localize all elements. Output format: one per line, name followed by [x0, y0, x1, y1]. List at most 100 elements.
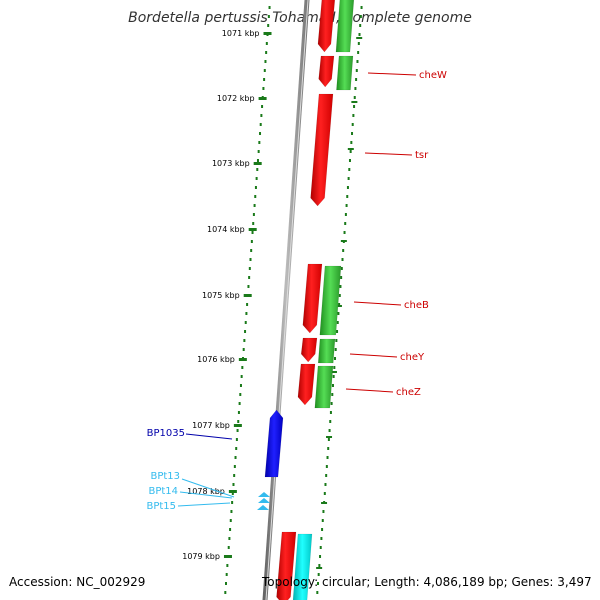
inner-dot — [358, 33, 361, 36]
ruler-dot — [254, 195, 257, 198]
scale-label: 1071 kbp — [222, 29, 260, 38]
misc-feature — [264, 409, 284, 478]
inner-tick — [321, 502, 328, 504]
inner-dot — [348, 159, 351, 162]
inner-dot — [331, 393, 334, 396]
inner-dot — [334, 357, 337, 360]
inner-dot — [324, 483, 327, 486]
gene-label-leader — [364, 152, 413, 156]
inner-dot — [316, 591, 319, 594]
inner-dot — [330, 402, 333, 405]
ruler-dot — [268, 6, 271, 9]
inner-dot — [319, 546, 322, 549]
cyan-feature — [292, 533, 313, 600]
inner-dot — [335, 339, 338, 342]
ruler-dot — [245, 312, 248, 315]
genome-backbone — [262, 0, 310, 600]
ruler-dot — [257, 150, 260, 153]
cds-block — [317, 338, 336, 364]
inner-dot — [347, 177, 350, 180]
map-title: Bordetella pertussis Tohama I, complete … — [128, 10, 472, 26]
inner-tick — [347, 148, 354, 150]
inner-dot — [321, 528, 324, 531]
inner-dot — [327, 438, 330, 441]
inner-dot — [327, 447, 330, 450]
misc-label: BP1035 — [147, 428, 185, 439]
inner-dot — [351, 123, 354, 126]
gene-arrow — [297, 363, 316, 406]
ruler-dot — [240, 375, 243, 378]
ruler-dot — [234, 456, 237, 459]
ruler-dot — [225, 573, 228, 576]
scale-ruler: 1071 kbp 1072 kbp 1073 kbp 1074 kbp 1075 kbp… — [182, 29, 363, 569]
inner-dot — [355, 78, 358, 81]
ruler-dot — [254, 186, 257, 189]
ruler-dot — [259, 132, 262, 135]
ruler-dot — [263, 78, 266, 81]
scale-label: 1075 kbp — [202, 291, 240, 300]
ruler-dot — [252, 222, 255, 225]
inner-dot — [350, 141, 353, 144]
gene-label: cheB — [404, 300, 429, 311]
inner-dot — [318, 564, 321, 567]
gene-label: cheW — [419, 70, 447, 81]
gene-label: cheY — [400, 352, 425, 363]
inner-dot — [359, 15, 362, 18]
ruler-dot — [258, 141, 261, 144]
ruler-dot — [225, 582, 228, 585]
inner-dot — [344, 222, 347, 225]
scale-label: 1074 kbp — [207, 225, 245, 234]
inner-dot — [353, 96, 356, 99]
ruler-dot — [243, 339, 246, 342]
inner-tick — [316, 567, 323, 569]
inner-dot — [342, 249, 345, 252]
major-tick — [248, 228, 257, 231]
inner-dot — [339, 285, 342, 288]
trna-label: BPt14 — [148, 486, 178, 497]
inner-dot — [323, 492, 326, 495]
inner-dot — [325, 465, 328, 468]
misc-label-leader — [185, 433, 233, 440]
major-tick — [243, 294, 252, 297]
gene-arrow — [317, 0, 336, 53]
trna-label: BPt13 — [150, 471, 180, 482]
ruler-dot — [267, 24, 270, 27]
cds-block — [319, 265, 342, 336]
inner-dot — [346, 186, 349, 189]
ruler-dot — [237, 411, 240, 414]
inner-dot — [320, 537, 323, 540]
ruler-dot — [252, 213, 255, 216]
ruler-dot — [229, 519, 232, 522]
ruler-dot — [231, 492, 234, 495]
ruler-dot — [226, 564, 229, 567]
gene-label: cheZ — [396, 387, 421, 398]
inner-dot — [343, 231, 346, 234]
ruler-dot — [244, 321, 247, 324]
trna-label: BPt15 — [146, 501, 176, 512]
inner-dot — [337, 312, 340, 315]
ruler-dot — [261, 105, 264, 108]
inner-dot — [317, 582, 320, 585]
inner-tick — [335, 305, 342, 307]
ruler-dot — [246, 303, 249, 306]
feature-labels: cheW tsr cheB cheY cheZ BP1035 BPt13 BPt14 BPt15 — [146, 70, 447, 512]
ruler-dot — [230, 510, 233, 513]
gene-arrow — [310, 93, 334, 207]
trna-marker — [257, 505, 269, 510]
ruler-dot — [229, 528, 232, 531]
inner-tick — [330, 371, 337, 373]
ruler-dot — [239, 393, 242, 396]
gene-label-leader — [353, 301, 402, 306]
major-tick — [238, 358, 247, 361]
trna-label-leader — [179, 491, 233, 499]
inner-tick — [326, 436, 333, 438]
inner-dot — [331, 384, 334, 387]
inner-dot — [332, 375, 335, 378]
inner-dot — [357, 51, 360, 54]
gene-arrow — [300, 337, 318, 363]
trna-label-leader — [181, 478, 235, 498]
inner-dot — [341, 258, 344, 261]
inner-dot — [357, 42, 360, 45]
